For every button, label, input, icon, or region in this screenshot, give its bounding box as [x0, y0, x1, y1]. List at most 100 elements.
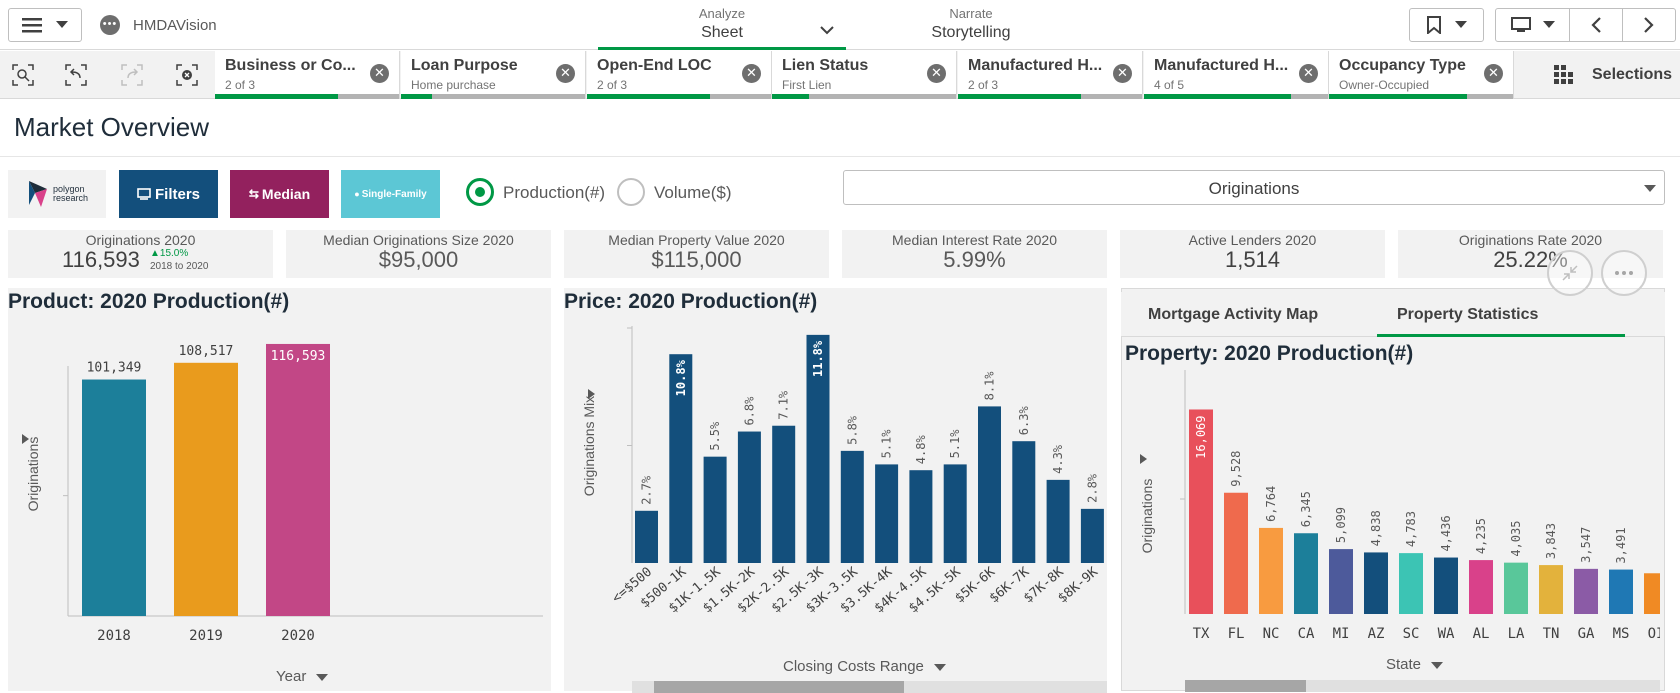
bar: [1012, 441, 1036, 563]
tab-property-statistics[interactable]: Property Statistics: [1397, 306, 1539, 323]
selection-chip[interactable]: Manufactured H... 2 of 3 ✕: [958, 51, 1143, 99]
tab-sheet-label: Sheet: [701, 24, 743, 41]
kpi-value: $95,000: [378, 247, 459, 272]
remove-selection-icon[interactable]: ✕: [1484, 64, 1503, 83]
exit-fullscreen-button[interactable]: [1547, 250, 1593, 296]
price-chart-title: Price: 2020 Production(#): [564, 290, 818, 313]
step-forward-icon[interactable]: [121, 64, 143, 86]
expand-axis-icon[interactable]: [22, 434, 29, 444]
data-label: 6,764: [1264, 486, 1278, 522]
previous-sheet-button[interactable]: [1569, 8, 1623, 42]
selection-fill-bar: [215, 94, 399, 99]
bar: [1259, 527, 1283, 614]
selection-chip[interactable]: Loan Purpose Home purchase ✕: [401, 51, 586, 99]
bar: [737, 431, 761, 563]
selection-fill-green: [1144, 94, 1292, 99]
bar: [1294, 533, 1318, 614]
selections-tool-icon[interactable]: [12, 64, 34, 86]
selection-fill-green: [401, 94, 433, 99]
kpi-value: 5.99%: [943, 247, 1006, 272]
property-x-axis-title[interactable]: State: [1386, 656, 1444, 673]
selections-bar: Business or Co... 2 of 3 ✕ Loan Purpose …: [0, 51, 1680, 99]
production-radio[interactable]: [466, 178, 494, 206]
bar: [772, 425, 796, 563]
sheet-menu-button[interactable]: [1495, 8, 1570, 42]
data-label: 3,547: [1579, 527, 1593, 563]
bar: [1046, 479, 1070, 563]
expand-axis-icon[interactable]: [1140, 454, 1147, 464]
measure-dropdown-value: Originations: [1208, 179, 1300, 198]
bar: [806, 334, 830, 563]
bulb-icon: ●: [354, 189, 360, 199]
price-bar-chart[interactable]: 2.7%<=$50010.8%$500-1K5.5%$1K-1.5K6.8%$1…: [564, 326, 1107, 666]
selection-chip[interactable]: Open-End LOC 2 of 3 ✕: [587, 51, 772, 99]
data-label: 6.8%: [742, 396, 756, 426]
clear-all-selections-icon[interactable]: [176, 64, 198, 86]
x-tick-label: GA: [1578, 626, 1595, 642]
logo-text: polygon research: [53, 184, 89, 203]
main-menu-button[interactable]: [8, 8, 82, 42]
kpi-label: Median Interest Rate 2020: [892, 232, 1057, 248]
selection-chip[interactable]: Business or Co... 2 of 3 ✕: [215, 51, 400, 99]
kpi-median-property-value[interactable]: Median Property Value 2020 $115,000: [564, 230, 829, 278]
bookmark-button[interactable]: [1409, 8, 1484, 42]
app-name[interactable]: HMDAVision: [133, 17, 217, 34]
x-tick-label: LA: [1508, 626, 1525, 642]
product-x-axis-title[interactable]: Year: [276, 668, 329, 685]
remove-selection-icon[interactable]: ✕: [1299, 64, 1318, 83]
remove-selection-icon[interactable]: ✕: [370, 64, 389, 83]
x-tick-label: AL: [1473, 626, 1490, 642]
selection-chip[interactable]: Occupancy Type Owner-Occupied ✕: [1329, 51, 1514, 99]
median-button[interactable]: ⇆ Median: [230, 170, 329, 218]
bar: [703, 456, 727, 563]
filter-icon: [137, 188, 151, 200]
app-icon[interactable]: •••: [100, 15, 120, 35]
kpi-value: 1,514: [1224, 247, 1281, 272]
divider: [0, 156, 1680, 157]
selections-tool-button[interactable]: Selections: [1536, 51, 1680, 99]
kpi-originations[interactable]: Originations 2020 116,593 ▲15.0% 2018 to…: [8, 230, 273, 278]
next-sheet-button[interactable]: [1622, 8, 1676, 42]
remove-selection-icon[interactable]: ✕: [556, 64, 575, 83]
tab-narrate-storytelling[interactable]: Narrate Storytelling: [900, 6, 1042, 42]
price-x-axis-title[interactable]: Closing Costs Range: [783, 658, 946, 675]
tab-mortgage-activity-map[interactable]: Mortgage Activity Map: [1148, 306, 1319, 323]
remove-selection-icon[interactable]: ✕: [927, 64, 946, 83]
x-tick-label: TX: [1193, 626, 1210, 642]
tab-analyze-sheet[interactable]: Analyze Sheet: [598, 6, 846, 50]
production-radio-label[interactable]: Production(#): [503, 183, 606, 202]
single-family-button[interactable]: ● Single-Family: [341, 170, 440, 218]
volume-radio-label[interactable]: Volume($): [654, 183, 732, 202]
price-scrollbar-thumb[interactable]: [654, 681, 904, 693]
property-bar-chart[interactable]: 16,069 TX 9,528 FL 6,764 NC 6,345 CA 5,099 MI 4,83…: [1140, 370, 1660, 660]
selection-chip[interactable]: Manufactured H... 4 of 5 ✕: [1144, 51, 1329, 99]
remove-selection-icon[interactable]: ✕: [742, 64, 761, 83]
selection-chip-subtitle: 4 of 5: [1154, 78, 1185, 92]
data-label: 9,528: [1229, 451, 1243, 487]
kpi-median-interest-rate[interactable]: Median Interest Rate 2020 5.99%: [842, 230, 1107, 278]
data-label: 4,436: [1439, 515, 1453, 551]
selection-chip[interactable]: Lien Status First Lien ✕: [772, 51, 957, 99]
page-title: Market Overview: [14, 112, 210, 142]
product-bar-chart[interactable]: 101,349 2018 108,517 2019 116,593 2020: [8, 326, 551, 666]
expand-axis-icon[interactable]: [588, 389, 595, 399]
product-chart-panel[interactable]: Product: 2020 Production(#) Originations…: [8, 288, 551, 691]
measure-dropdown[interactable]: Originations: [843, 170, 1665, 205]
price-chart-panel[interactable]: Price: 2020 Production(#) Originations M…: [564, 288, 1107, 693]
bar: [635, 510, 658, 563]
step-back-icon[interactable]: [65, 64, 87, 86]
more-options-button[interactable]: [1601, 250, 1647, 296]
kpi-label: Median Property Value 2020: [608, 232, 785, 248]
remove-selection-icon[interactable]: ✕: [1113, 64, 1132, 83]
property-scrollbar[interactable]: [1185, 680, 1660, 692]
property-scrollbar-thumb[interactable]: [1185, 680, 1306, 692]
price-scrollbar[interactable]: [632, 681, 1107, 693]
bar: [909, 470, 933, 563]
volume-radio[interactable]: [617, 178, 645, 206]
chevron-down-icon[interactable]: [820, 26, 834, 35]
selection-chip-title: Loan Purpose: [411, 57, 518, 74]
kpi-median-size[interactable]: Median Originations Size 2020 $95,000: [286, 230, 551, 278]
filters-button[interactable]: Filters: [119, 170, 218, 218]
kpi-active-lenders[interactable]: Active Lenders 2020 1,514: [1120, 230, 1385, 278]
selection-chip-subtitle: Home purchase: [411, 78, 496, 92]
